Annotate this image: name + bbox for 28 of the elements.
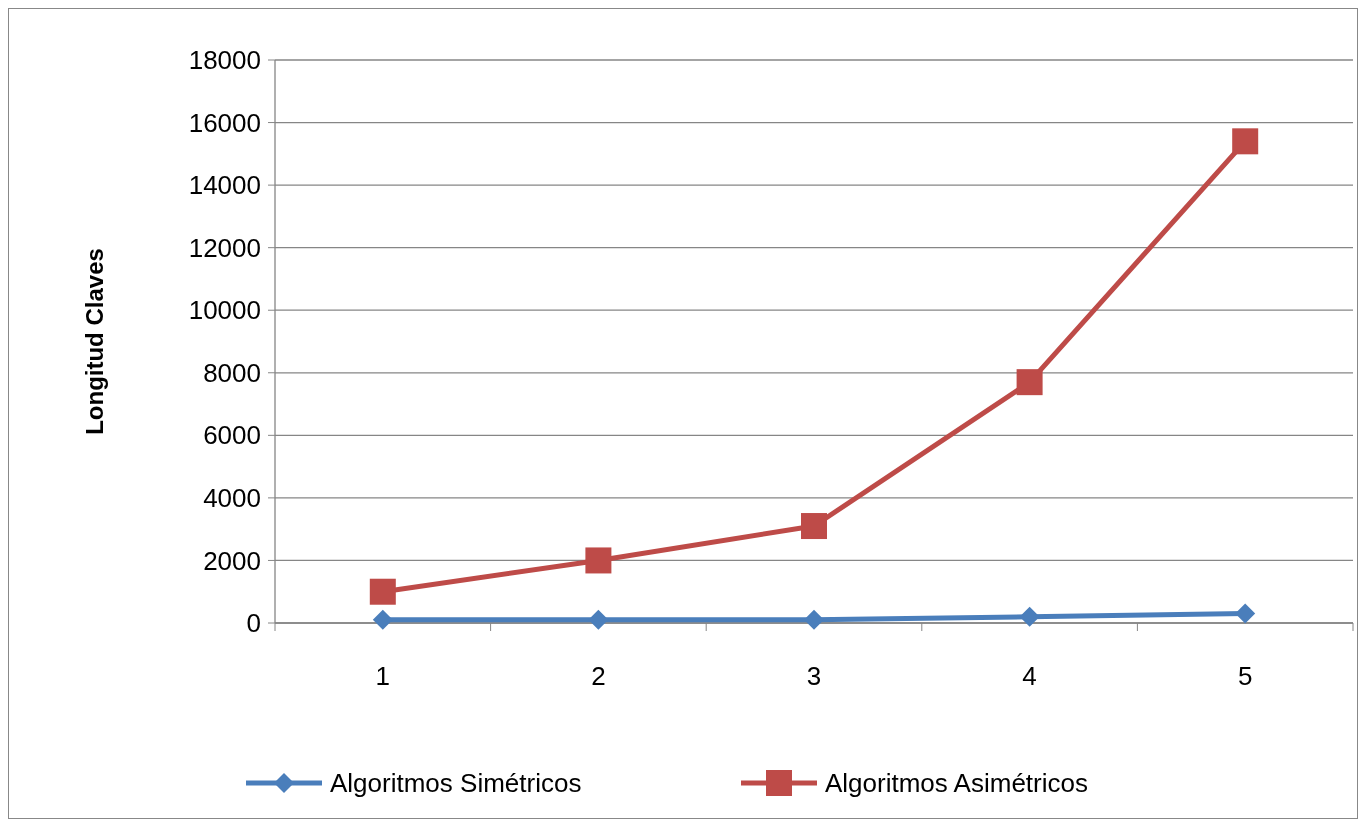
y-tick-label: 14000: [188, 170, 261, 201]
x-tick-label: 3: [806, 661, 822, 691]
point: [588, 609, 609, 630]
y-tick-label: 6000: [203, 420, 261, 451]
x-tick-label: 2: [591, 661, 606, 691]
point: [372, 609, 393, 630]
y-tick-label: 16000: [188, 107, 261, 138]
point: [1019, 606, 1040, 627]
y-tick-label: 12000: [188, 232, 261, 263]
point: [369, 578, 396, 605]
point: [804, 609, 824, 630]
point: [1235, 603, 1256, 624]
y-tick-label: 18000: [188, 45, 261, 76]
y-tick-label: 10000: [188, 295, 261, 326]
x-tick-label: 1: [375, 661, 391, 691]
point: [585, 547, 612, 574]
x-tick-label: 5: [1237, 661, 1253, 691]
y-tick-label: 2000: [203, 545, 261, 576]
y-tick-label: 8000: [203, 357, 261, 388]
point: [1016, 369, 1043, 396]
y-tick-label: 4000: [203, 482, 261, 513]
legend-label: Algoritmos Simétricos: [330, 768, 582, 799]
x-tick-label: 4: [1022, 661, 1037, 691]
y-tick-label: 0: [246, 608, 261, 639]
point: [801, 513, 827, 540]
point: [1232, 128, 1259, 155]
legend-label: Algoritmos Asimétricos: [825, 768, 1088, 799]
y-axis-title: Longitud Claves: [81, 248, 108, 435]
